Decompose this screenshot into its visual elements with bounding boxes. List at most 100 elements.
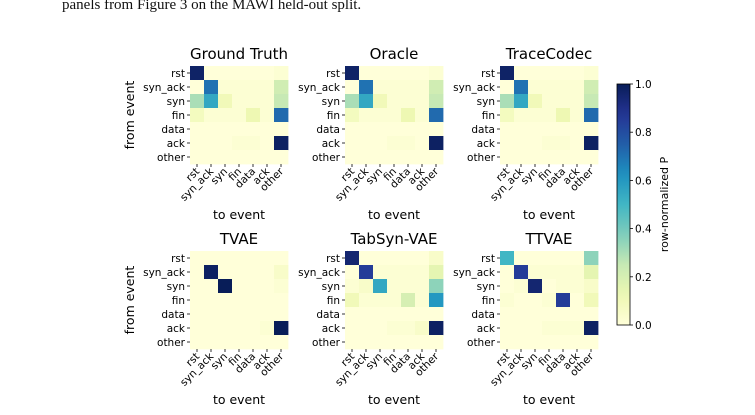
heatmap-cell xyxy=(274,307,289,322)
heatmap-cell xyxy=(204,94,219,109)
heatmap-cell xyxy=(570,251,585,266)
y-tick-label: rst xyxy=(171,68,185,80)
colorbar-bar xyxy=(616,83,631,326)
heatmap-cell xyxy=(514,307,529,322)
heatmap-cell xyxy=(415,321,430,336)
heatmap-cell xyxy=(246,321,261,336)
heatmap-cell xyxy=(500,335,515,350)
heatmap-cell xyxy=(514,94,529,109)
heatmap-cell xyxy=(190,293,205,308)
heatmap-cell xyxy=(570,293,585,308)
y-tick-label: other xyxy=(157,152,186,164)
heatmap-cell xyxy=(584,321,599,336)
heatmap-cell xyxy=(401,321,416,336)
heatmap-cell xyxy=(373,94,388,109)
heatmap-cell xyxy=(429,122,444,137)
heatmap-cell xyxy=(556,307,571,322)
heatmap-cell xyxy=(528,279,543,294)
heatmap-cell xyxy=(232,150,247,165)
heatmap-cell xyxy=(190,265,205,280)
heatmap-cell xyxy=(387,279,402,294)
heatmap-cell xyxy=(570,335,585,350)
heatmap-cell xyxy=(387,293,402,308)
heatmap-cell xyxy=(373,136,388,151)
heatmap-cell xyxy=(204,136,219,151)
heatmap-cell xyxy=(429,293,444,308)
heatmap-cell xyxy=(345,122,360,137)
heatmap-cell xyxy=(260,335,275,350)
heatmap-cell xyxy=(232,321,247,336)
y-tick-label: fin xyxy=(482,295,495,307)
y-axis-label: from event xyxy=(122,81,137,150)
heatmap-cell xyxy=(232,136,247,151)
heatmap-cell xyxy=(345,80,360,95)
heatmap-cell xyxy=(542,279,557,294)
heatmap-cell xyxy=(204,66,219,81)
heatmap-cell xyxy=(260,94,275,109)
heatmap-cell xyxy=(190,251,205,266)
heatmap-cell xyxy=(500,265,515,280)
heatmap-cell xyxy=(500,279,515,294)
y-tick-label: data xyxy=(316,309,340,321)
heatmap-cell xyxy=(387,108,402,123)
heatmap-cell xyxy=(556,80,571,95)
heatmap-cell xyxy=(542,265,557,280)
colorbar: 0.0 0.2 0.4 0.6 0.8 1.0 row-normalized P xyxy=(616,79,671,332)
heatmap-cell xyxy=(359,80,374,95)
heatmap-cell xyxy=(204,279,219,294)
y-tick-label: rst xyxy=(326,253,340,265)
heatmap-cell xyxy=(345,94,360,109)
heatmap-cell xyxy=(570,108,585,123)
y-tick-label: syn_ack xyxy=(298,82,341,94)
colorbar-tick-label: 0.8 xyxy=(635,127,652,139)
heatmap-cell xyxy=(274,136,289,151)
heatmap-cell xyxy=(274,321,289,336)
figure-caption: panels from Figure 3 on the MAWI held-ou… xyxy=(0,0,755,24)
colorbar-tick-label: 1.0 xyxy=(635,79,652,91)
heatmap-cell xyxy=(500,80,515,95)
heatmap-cell xyxy=(218,265,233,280)
heatmap-cell xyxy=(218,122,233,137)
heatmap-cell xyxy=(415,293,430,308)
heatmap-cell xyxy=(345,321,360,336)
heatmap-cell xyxy=(584,251,599,266)
heatmap-cell xyxy=(556,293,571,308)
heatmap-cell xyxy=(584,293,599,308)
heatmap-cell xyxy=(373,108,388,123)
heatmap-cell xyxy=(246,265,261,280)
heatmap-cell xyxy=(401,108,416,123)
heatmap-cell xyxy=(274,265,289,280)
x-axis-label: to event xyxy=(213,207,265,222)
heatmap-cell xyxy=(218,307,233,322)
heatmap-cell xyxy=(429,307,444,322)
heatmap-cell xyxy=(584,66,599,81)
heatmap-cell xyxy=(500,108,515,123)
y-tick-label: syn_ack xyxy=(143,267,186,279)
heatmap-cell xyxy=(373,293,388,308)
colorbar-label: row-normalized P xyxy=(658,157,671,253)
panel-title: TabSyn-VAE xyxy=(350,230,438,248)
heatmap-cell xyxy=(514,265,529,280)
heatmap-cell xyxy=(345,150,360,165)
heatmap-cell xyxy=(556,321,571,336)
heatmap-cell xyxy=(204,335,219,350)
heatmap-cell xyxy=(232,251,247,266)
heatmap-cell xyxy=(542,80,557,95)
heatmap-panel: TraceCodecrstsyn_acksynfindataackotherrs… xyxy=(453,45,599,222)
heatmap-cell xyxy=(528,150,543,165)
heatmap-cell xyxy=(556,335,571,350)
y-tick-label: ack xyxy=(477,138,496,150)
heatmap-cell xyxy=(232,108,247,123)
heatmap-cell xyxy=(345,279,360,294)
heatmap-cell xyxy=(415,279,430,294)
heatmap-cell xyxy=(218,150,233,165)
y-tick-label: fin xyxy=(327,110,340,122)
y-tick-label: syn_ack xyxy=(143,82,186,94)
y-tick-label: syn_ack xyxy=(298,267,341,279)
heatmap-cell xyxy=(429,108,444,123)
heatmap-cell xyxy=(218,94,233,109)
y-axis-label: from event xyxy=(122,266,137,335)
heatmap-cell xyxy=(514,136,529,151)
x-axis-label: to event xyxy=(523,392,575,407)
